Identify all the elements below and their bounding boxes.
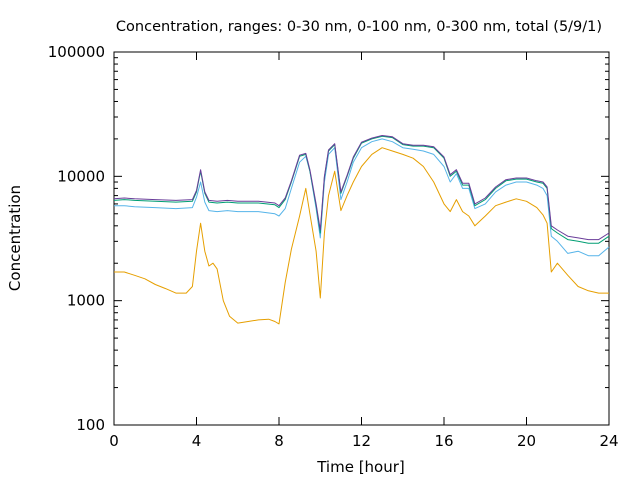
plot-frame [113,51,610,426]
series-line-total [113,135,610,241]
series-line-0-30-nm [114,147,609,325]
x-axis: 0 4 8 12 16 20 24 [109,52,619,450]
y-tick-label: 100 [76,416,105,434]
series-line-0-100-nm [114,138,610,257]
x-tick-label: 12 [352,432,371,450]
y-tick-label: 100000 [48,43,105,61]
y-axis-label: Concentration [6,185,24,291]
series-layer [113,135,610,325]
chart-title: Concentration, ranges: 0-30 nm, 0-100 nm… [116,19,602,35]
x-axis-label: Time [hour] [316,458,405,476]
series-line-0-300-nm [113,135,610,244]
x-tick-label: 4 [192,432,202,450]
y-tick-label: 1000 [67,292,105,310]
x-tick-label: 20 [517,432,536,450]
y-axis: 100 1000 10000 100000 [48,43,609,434]
x-tick-label: 8 [274,432,284,450]
y-tick-label: 10000 [57,167,105,185]
x-tick-label: 16 [434,432,453,450]
x-tick-label: 0 [109,432,119,450]
x-tick-label: 24 [599,432,618,450]
